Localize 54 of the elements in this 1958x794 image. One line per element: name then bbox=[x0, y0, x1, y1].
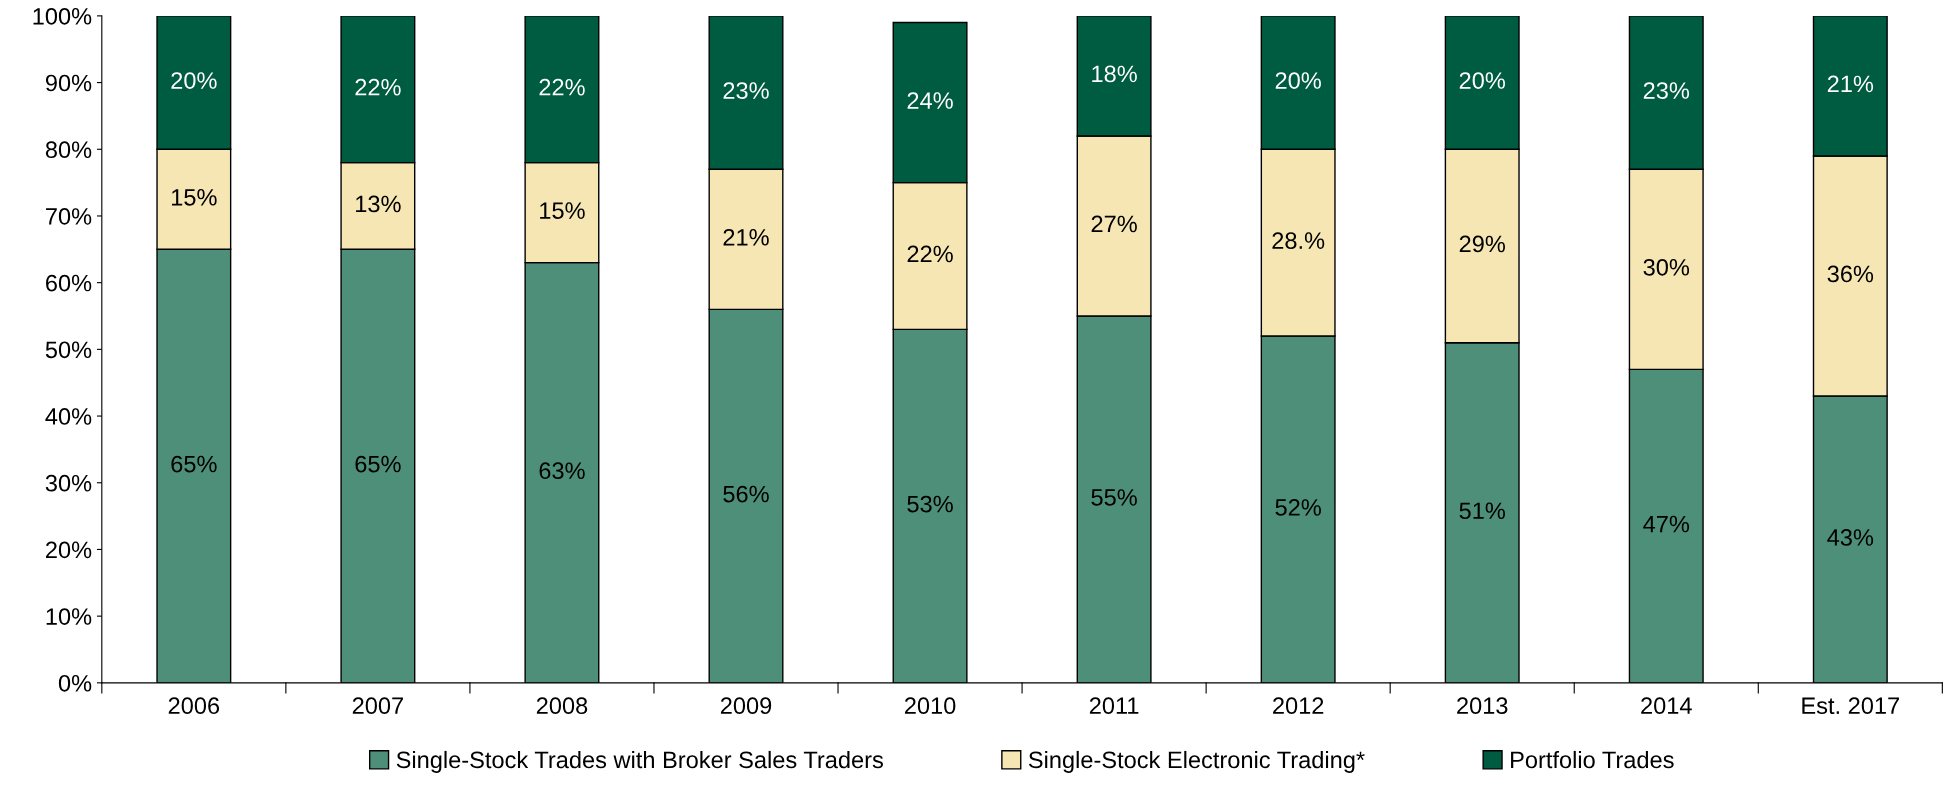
y-tick-label: 60% bbox=[46, 274, 92, 292]
data-label: 36% bbox=[1827, 265, 1874, 283]
data-label: 13% bbox=[356, 195, 401, 213]
data-label: 22% bbox=[539, 78, 585, 96]
data-label: 30% bbox=[1643, 258, 1690, 276]
x-tick-label: 2012 bbox=[1273, 697, 1324, 715]
data-label: 55% bbox=[1091, 489, 1137, 506]
data-label: 18% bbox=[1092, 65, 1137, 83]
data-label: 51% bbox=[1459, 502, 1505, 520]
y-tick-label: 70% bbox=[46, 208, 92, 225]
data-label: 21% bbox=[1827, 75, 1874, 93]
data-label: 15% bbox=[172, 189, 217, 206]
legend-label: Single-Stock Electronic Trading* bbox=[1028, 750, 1365, 773]
data-label: 23% bbox=[1643, 82, 1690, 99]
legend-label: Portfolio Trades bbox=[1511, 750, 1674, 769]
y-tick-label: 50% bbox=[45, 341, 92, 359]
y-tick-label: 80% bbox=[45, 141, 92, 159]
x-tick-label: 2007 bbox=[352, 697, 403, 715]
x-tick-label: Est. 2017 bbox=[1802, 697, 1900, 715]
y-tick-label: 10% bbox=[46, 608, 92, 625]
data-label: 65% bbox=[171, 455, 217, 473]
data-label: 15% bbox=[540, 202, 585, 219]
data-label: 22% bbox=[355, 78, 401, 96]
x-tick-label: 2006 bbox=[168, 697, 220, 715]
y-tick-label: 20% bbox=[46, 541, 92, 559]
data-label: 56% bbox=[723, 485, 769, 503]
x-tick-label: 2010 bbox=[904, 697, 956, 715]
data-label: 43% bbox=[1827, 529, 1874, 546]
data-label: 29% bbox=[1459, 235, 1505, 253]
y-tick-label: 0% bbox=[58, 674, 92, 692]
data-label: 22% bbox=[907, 245, 953, 263]
data-label: 53% bbox=[907, 495, 953, 513]
data-label: 52% bbox=[1275, 499, 1321, 516]
x-tick-label: 2014 bbox=[1641, 697, 1692, 715]
data-label: 23% bbox=[723, 82, 769, 99]
y-tick-label: 30% bbox=[45, 474, 92, 492]
data-label: 24% bbox=[907, 92, 953, 109]
data-label: 21% bbox=[723, 228, 769, 246]
y-tick-label: 40% bbox=[45, 408, 92, 425]
data-label: 20% bbox=[1275, 72, 1321, 89]
data-label: 65% bbox=[355, 455, 401, 473]
x-tick-label: 2013 bbox=[1457, 697, 1508, 715]
data-label: 28.% bbox=[1272, 232, 1325, 249]
data-label: 27% bbox=[1091, 215, 1137, 233]
x-tick-label: 2008 bbox=[536, 697, 588, 715]
x-tick-label: 2009 bbox=[720, 697, 772, 715]
data-label: 20% bbox=[171, 72, 217, 89]
legend-label: Single-Stock Trades with Broker Sales Traders bbox=[396, 750, 883, 773]
data-label: 47% bbox=[1643, 515, 1690, 533]
data-label: 20% bbox=[1459, 72, 1505, 89]
x-tick-label: 2011 bbox=[1089, 697, 1139, 715]
y-tick-label: 90% bbox=[45, 74, 92, 92]
data-label: 63% bbox=[539, 462, 585, 480]
y-tick-label: 100% bbox=[33, 7, 92, 25]
